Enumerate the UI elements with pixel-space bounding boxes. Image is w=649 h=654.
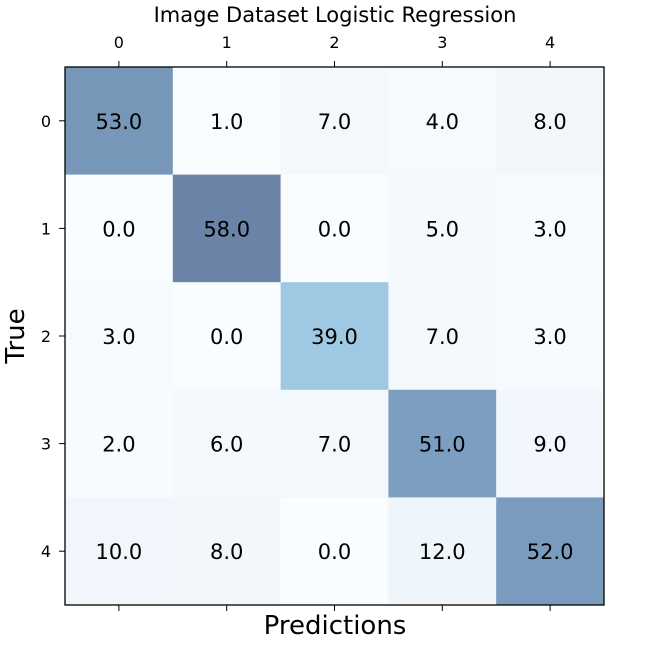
cell-label-r0-c1: 1.0 [210,110,243,134]
heatmap-cell-r1-c0 [65,174,174,283]
heatmap-cell-r4-c2 [280,497,389,606]
cell-label-r1-c2: 0.0 [318,217,351,241]
cell-label-r2-c1: 0.0 [210,325,243,349]
heatmap-cell-r1-c2 [280,174,389,283]
heatmap-cell-r3-c3 [388,389,497,498]
cell-label-r2-c3: 7.0 [426,325,459,349]
heatmap-cell-r4-c1 [172,497,282,606]
heatmap-cell-labels: 53.0 1.0 7.0 4.0 8.0 0.0 58.0 0.0 5.0 3.0 3.0 0.0 39… [96,110,574,564]
y-axis-label: True [1,308,31,364]
y-tick-label-3: 3 [41,435,51,454]
heatmap-cell-r4-c0 [65,497,174,606]
heatmap-cell-r3-c2 [280,389,389,498]
heatmap-cell-r3-c4 [496,389,605,498]
cell-label-r2-c2: 39.0 [311,325,358,349]
heatmap-cell-r0-c3 [388,67,497,176]
heatmap-cell-r2-c1 [172,282,282,391]
heatmap-cell-r0-c2 [280,67,389,176]
heatmap-cells [65,67,605,606]
x-tick-label-2: 2 [329,33,339,52]
x-tick-label-1: 1 [222,33,232,52]
heatmap-cell-r2-c2 [280,282,389,391]
heatmap-cell-r2-c0 [65,282,174,391]
y-tick-label-1: 1 [41,219,51,238]
heatmap-cell-r1-c4 [496,174,605,283]
heatmap-cell-r0-c1 [172,67,282,176]
cell-label-r4-c2: 0.0 [318,540,351,564]
y-tick-label-4: 4 [41,542,51,561]
cell-label-r2-c0: 3.0 [102,325,135,349]
cell-label-r3-c4: 9.0 [533,433,566,457]
cell-label-r3-c2: 7.0 [318,433,351,457]
cell-label-r1-c0: 0.0 [102,217,135,241]
heatmap-cell-r0-c4 [496,67,605,176]
heatmap-cell-r2-c4 [496,282,605,391]
cell-label-r0-c4: 8.0 [533,110,566,134]
heatmap-cell-r3-c0 [65,389,174,498]
heatmap-cell-r4-c3 [388,497,497,606]
cell-label-r3-c3: 51.0 [419,433,466,457]
x-tick-label-0: 0 [114,33,124,52]
x-axis-ticks: 0 1 2 3 4 [114,33,555,611]
cell-label-r4-c3: 12.0 [419,540,466,564]
heatmap-cell-r0-c0 [65,67,174,176]
cell-label-r4-c0: 10.0 [96,540,143,564]
cell-label-r4-c1: 8.0 [210,540,243,564]
cell-label-r0-c0: 53.0 [96,110,143,134]
heatmap-cell-r1-c3 [388,174,497,283]
cell-label-r4-c4: 52.0 [527,540,574,564]
x-tick-label-4: 4 [545,33,555,52]
cell-label-r1-c3: 5.0 [426,217,459,241]
y-tick-label-0: 0 [41,112,51,131]
cell-label-r1-c1: 58.0 [203,217,250,241]
x-tick-label-3: 3 [437,33,447,52]
cell-label-r3-c0: 2.0 [102,433,135,457]
heatmap-cell-r3-c1 [172,389,282,498]
x-axis-label: Predictions [264,611,407,641]
cell-label-r0-c3: 4.0 [426,110,459,134]
cell-label-r1-c4: 3.0 [533,217,566,241]
cell-label-r2-c4: 3.0 [533,325,566,349]
heatmap-cell-r4-c4 [496,497,605,606]
cell-label-r3-c1: 6.0 [210,433,243,457]
heatmap-cell-r2-c3 [388,282,497,391]
y-tick-label-2: 2 [41,327,51,346]
chart-title: Image Dataset Logistic Regression [154,3,517,27]
cell-label-r0-c2: 7.0 [318,110,351,134]
y-axis-ticks: 0 1 2 3 4 [41,112,65,561]
heatmap-cell-r1-c1 [172,174,282,283]
